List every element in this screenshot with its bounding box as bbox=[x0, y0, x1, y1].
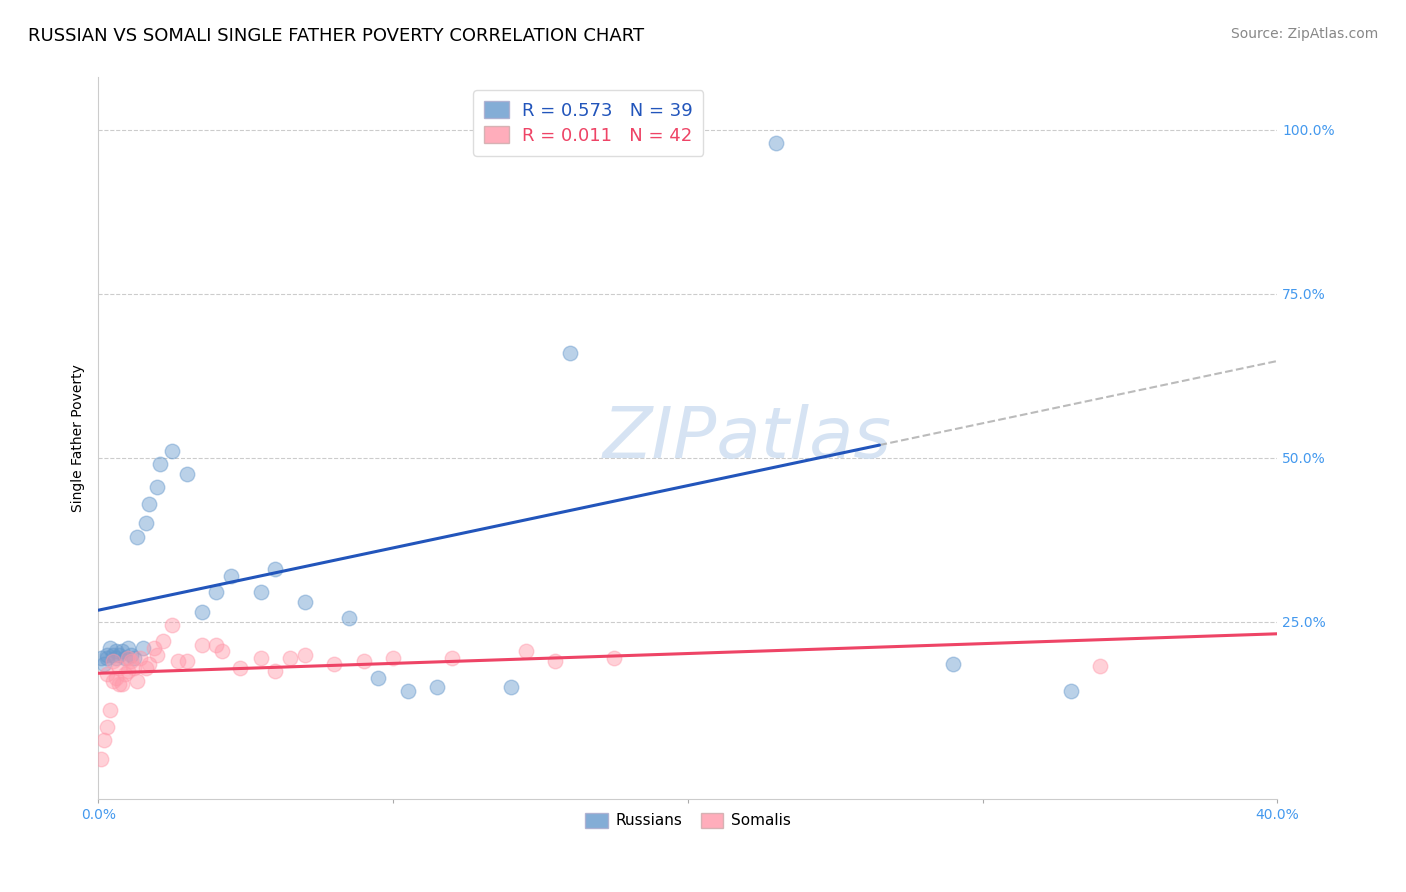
Point bbox=[426, 681, 449, 695]
Point bbox=[135, 516, 157, 531]
Point bbox=[125, 529, 148, 543]
Point bbox=[96, 648, 118, 662]
Point bbox=[294, 648, 316, 662]
Point bbox=[96, 650, 118, 665]
Point bbox=[122, 650, 145, 665]
Point bbox=[1090, 659, 1112, 673]
Point bbox=[120, 648, 142, 662]
Point bbox=[441, 650, 464, 665]
Point bbox=[544, 654, 567, 668]
Point bbox=[205, 638, 228, 652]
Point bbox=[249, 650, 271, 665]
Point bbox=[96, 720, 118, 734]
Point bbox=[105, 644, 128, 658]
Point bbox=[160, 444, 183, 458]
Point bbox=[108, 677, 131, 691]
Point bbox=[229, 661, 252, 675]
Legend: Russians, Somalis: Russians, Somalis bbox=[579, 806, 797, 835]
Y-axis label: Single Father Poverty: Single Father Poverty bbox=[72, 364, 86, 512]
Point bbox=[117, 640, 139, 655]
Point bbox=[382, 650, 405, 665]
Point bbox=[90, 752, 112, 766]
Point bbox=[96, 667, 118, 681]
Point bbox=[125, 673, 148, 688]
Point bbox=[264, 664, 287, 678]
Point bbox=[138, 497, 160, 511]
Text: ZIPatlas: ZIPatlas bbox=[602, 404, 891, 473]
Point bbox=[98, 640, 121, 655]
Point bbox=[176, 654, 198, 668]
Point bbox=[101, 654, 124, 668]
Point bbox=[108, 648, 131, 662]
Point bbox=[128, 650, 150, 665]
Point bbox=[353, 654, 375, 668]
Point bbox=[146, 648, 169, 662]
Point bbox=[105, 671, 128, 685]
Point bbox=[294, 595, 316, 609]
Point bbox=[211, 644, 233, 658]
Point bbox=[219, 569, 242, 583]
Point bbox=[138, 657, 160, 672]
Point bbox=[117, 650, 139, 665]
Point bbox=[120, 654, 142, 668]
Point bbox=[111, 677, 134, 691]
Point bbox=[278, 650, 301, 665]
Point bbox=[190, 638, 212, 652]
Point bbox=[205, 585, 228, 599]
Point bbox=[160, 618, 183, 632]
Point bbox=[603, 650, 626, 665]
Point bbox=[117, 664, 139, 678]
Point bbox=[603, 123, 626, 137]
Point bbox=[499, 681, 522, 695]
Point bbox=[114, 650, 136, 665]
Point bbox=[176, 467, 198, 482]
Point bbox=[143, 640, 166, 655]
Point bbox=[98, 703, 121, 717]
Point bbox=[337, 611, 360, 625]
Text: Source: ZipAtlas.com: Source: ZipAtlas.com bbox=[1230, 27, 1378, 41]
Point bbox=[167, 654, 190, 668]
Point bbox=[264, 562, 287, 576]
Point bbox=[111, 644, 134, 658]
Point bbox=[122, 661, 145, 675]
Text: RUSSIAN VS SOMALI SINGLE FATHER POVERTY CORRELATION CHART: RUSSIAN VS SOMALI SINGLE FATHER POVERTY … bbox=[28, 27, 644, 45]
Point bbox=[93, 732, 115, 747]
Point bbox=[90, 650, 112, 665]
Point bbox=[101, 673, 124, 688]
Point bbox=[396, 683, 419, 698]
Point bbox=[323, 657, 346, 672]
Point bbox=[515, 644, 537, 658]
Point bbox=[149, 458, 172, 472]
Point bbox=[131, 640, 153, 655]
Point bbox=[146, 480, 169, 494]
Point bbox=[93, 657, 115, 672]
Point bbox=[101, 648, 124, 662]
Point bbox=[108, 661, 131, 675]
Point bbox=[249, 585, 271, 599]
Point bbox=[152, 634, 174, 648]
Point bbox=[558, 346, 581, 360]
Point bbox=[1060, 683, 1083, 698]
Point bbox=[942, 657, 965, 672]
Point bbox=[190, 605, 212, 619]
Point bbox=[135, 661, 157, 675]
Point bbox=[114, 667, 136, 681]
Point bbox=[367, 671, 389, 685]
Point bbox=[105, 650, 128, 665]
Point bbox=[588, 123, 610, 137]
Point bbox=[765, 136, 787, 150]
